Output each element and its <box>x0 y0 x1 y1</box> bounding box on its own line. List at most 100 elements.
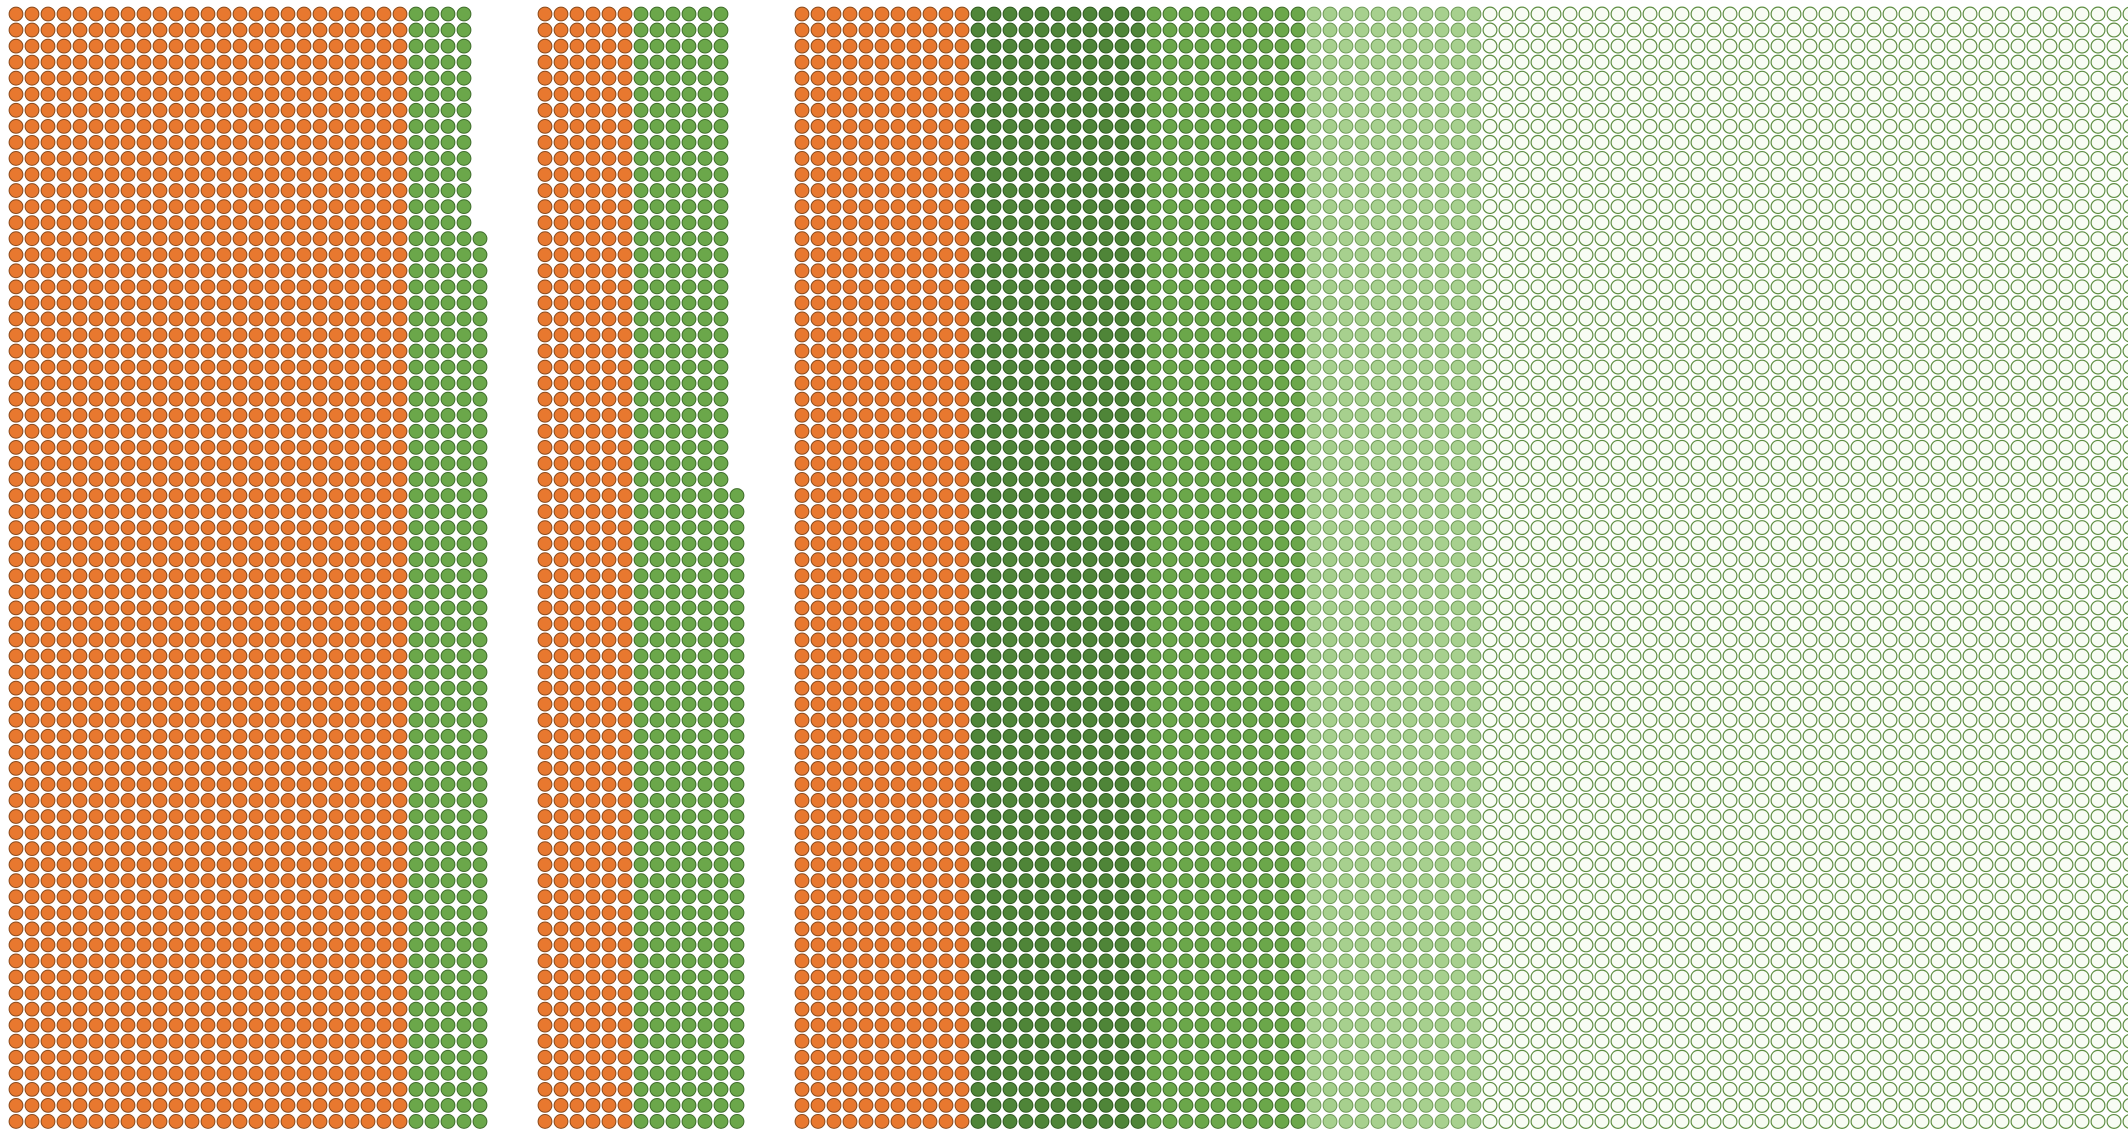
waffle-dot-orange <box>810 22 826 38</box>
waffle-dot-dark_green <box>1082 343 1098 359</box>
waffle-dot-dark_green <box>1066 568 1082 584</box>
waffle-dot-orange <box>810 841 826 856</box>
waffle-dot-dark_green <box>1002 199 1018 215</box>
waffle-dot-orange <box>328 439 344 455</box>
waffle-dot-orange <box>810 359 826 375</box>
waffle-dot-orange <box>537 199 553 215</box>
waffle-dot-green <box>633 985 649 1001</box>
waffle-dot-dark_green <box>1018 1114 1034 1129</box>
waffle-dot-orange <box>360 295 376 311</box>
waffle-dot-orange <box>328 343 344 359</box>
waffle-dot-orange <box>922 375 938 391</box>
waffle-dot-orange <box>344 584 360 600</box>
waffle-dot-orange <box>296 793 312 808</box>
waffle-dot-orange <box>601 889 617 905</box>
waffle-dot-orange <box>216 760 232 776</box>
waffle-dot-orange <box>376 953 392 969</box>
waffle-dot-orange <box>296 1001 312 1017</box>
waffle-dot-orange <box>280 375 296 391</box>
waffle-dot-orange <box>216 664 232 680</box>
waffle-dot-orange <box>88 1098 104 1113</box>
waffle-dot-orange <box>232 439 248 455</box>
waffle-dot-orange <box>72 937 88 953</box>
waffle-dot-orange <box>120 70 136 86</box>
waffle-dot-orange <box>24 135 40 150</box>
waffle-dot-orange <box>569 439 585 455</box>
waffle-dot-orange <box>569 359 585 375</box>
waffle-dot-orange <box>794 6 810 22</box>
waffle-dot-orange <box>264 135 280 150</box>
waffle-dot-orange <box>200 1001 216 1017</box>
waffle-dot-orange <box>922 889 938 905</box>
waffle-dot-orange <box>906 22 922 38</box>
waffle-dot-orange <box>248 472 264 487</box>
waffle-dot-orange <box>553 488 569 503</box>
waffle-dot-green <box>408 327 424 343</box>
waffle-dot-dark_green <box>1018 680 1034 696</box>
waffle-dot-orange <box>922 472 938 487</box>
waffle-dot-orange <box>874 472 890 487</box>
waffle-dot-orange <box>232 327 248 343</box>
waffle-dot-orange <box>392 793 408 808</box>
waffle-dot-dark_green <box>1114 616 1130 632</box>
waffle-dot-green <box>665 937 681 953</box>
waffle-dot-orange <box>569 777 585 792</box>
waffle-dot-dark_green <box>1034 777 1050 792</box>
waffle-dot-orange <box>40 391 56 407</box>
waffle-dot-dark_green <box>1034 456 1050 471</box>
waffle-dot-orange <box>280 151 296 166</box>
waffle-dot-orange <box>248 118 264 134</box>
waffle-dot-green <box>1194 295 1210 311</box>
waffle-dot-orange <box>858 680 874 696</box>
waffle-dot-orange <box>938 905 954 921</box>
waffle-dot-green <box>681 552 697 568</box>
waffle-dot-orange <box>40 857 56 873</box>
waffle-dot-orange <box>72 375 88 391</box>
waffle-dot-green <box>665 536 681 552</box>
waffle-dot-orange <box>890 696 906 712</box>
waffle-dot-green <box>472 969 488 985</box>
waffle-dot-green <box>681 1081 697 1097</box>
waffle-dot-dark_green <box>1002 295 1018 311</box>
waffle-dot-orange <box>922 1001 938 1017</box>
waffle-dot-orange <box>56 648 72 664</box>
waffle-dot-orange <box>344 86 360 102</box>
waffle-dot-orange <box>938 696 954 712</box>
waffle-dot-orange <box>810 199 826 215</box>
waffle-dot-dark_green <box>1066 343 1082 359</box>
waffle-dot-orange <box>360 889 376 905</box>
waffle-dot-green <box>408 953 424 969</box>
waffle-dot-orange <box>184 632 200 648</box>
waffle-dot-orange <box>152 102 168 118</box>
waffle-dot-green <box>456 488 472 503</box>
waffle-dot-orange <box>216 1114 232 1129</box>
waffle-dot-orange <box>136 632 152 648</box>
waffle-dot-orange <box>794 728 810 744</box>
waffle-dot-orange <box>585 777 601 792</box>
waffle-dot-orange <box>152 54 168 70</box>
waffle-dot-green <box>665 1033 681 1049</box>
waffle-dot-orange <box>810 439 826 455</box>
waffle-dot-green <box>697 905 713 921</box>
waffle-dot-orange <box>136 22 152 38</box>
waffle-dot-green <box>408 809 424 824</box>
waffle-dot-dark_green <box>1082 151 1098 166</box>
waffle-dot-orange <box>890 632 906 648</box>
waffle-dot-green <box>1242 54 1258 70</box>
waffle-dot-orange <box>8 456 24 471</box>
waffle-dot-dark_green <box>1050 969 1066 985</box>
waffle-dot-green <box>1146 712 1162 728</box>
waffle-dot-orange <box>88 1049 104 1065</box>
waffle-dot-green <box>440 488 456 503</box>
waffle-dot-green <box>1226 536 1242 552</box>
waffle-dot-orange <box>120 600 136 616</box>
waffle-dot-orange <box>232 423 248 439</box>
waffle-dot-orange <box>842 520 858 535</box>
waffle-dot-dark_green <box>1098 70 1114 86</box>
waffle-dot-orange <box>537 6 553 22</box>
waffle-dot-orange <box>184 38 200 54</box>
waffle-dot-orange <box>328 584 344 600</box>
waffle-dot-dark_green <box>1034 215 1050 231</box>
waffle-dot-dark_green <box>1018 793 1034 808</box>
waffle-dot-orange <box>120 295 136 311</box>
